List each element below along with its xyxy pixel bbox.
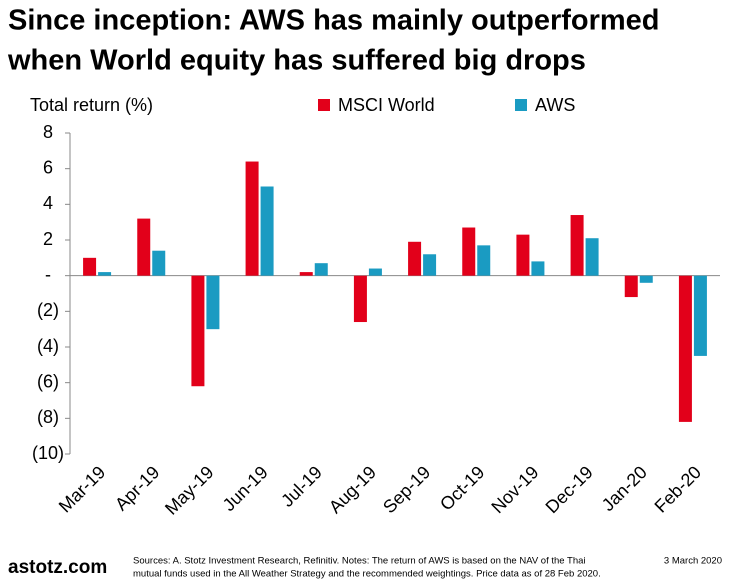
bar bbox=[639, 275, 653, 283]
x-tick-label: May-19 bbox=[161, 462, 218, 519]
y-tick-label: (10) bbox=[32, 443, 64, 463]
sources: mutual funds used in the All Weather Str… bbox=[133, 569, 601, 580]
bar bbox=[516, 234, 530, 276]
bar bbox=[585, 238, 599, 276]
bar bbox=[353, 275, 367, 323]
y-tick-label: - bbox=[45, 264, 51, 284]
bar bbox=[462, 227, 476, 276]
bar bbox=[314, 263, 328, 276]
y-tick-label: 6 bbox=[43, 157, 53, 177]
bar bbox=[570, 215, 584, 276]
y-tick-label: (8) bbox=[37, 407, 59, 427]
y-tick-label: 8 bbox=[43, 122, 53, 142]
bar bbox=[260, 186, 274, 276]
x-tick-label: Jan-20 bbox=[598, 462, 651, 515]
x-tick-label: Oct-19 bbox=[436, 462, 488, 514]
y-tick-label: (6) bbox=[37, 371, 59, 391]
x-tick-label: Sep-19 bbox=[379, 462, 434, 517]
y-tick-label: 2 bbox=[43, 229, 53, 249]
bar bbox=[299, 272, 313, 276]
chart-title: Since inception: AWS has mainly outperfo… bbox=[8, 5, 660, 37]
x-tick-label: Feb-20 bbox=[651, 462, 705, 516]
x-tick-label: Jul-19 bbox=[277, 462, 326, 511]
bar bbox=[245, 161, 259, 276]
bar bbox=[531, 261, 545, 276]
legend-label: MSCI World bbox=[338, 95, 435, 115]
x-tick-label: Aug-19 bbox=[325, 462, 380, 517]
y-axis-label: Total return (%) bbox=[30, 95, 153, 115]
y-tick-label: 4 bbox=[43, 193, 53, 213]
chart-title: when World equity has suffered big drops bbox=[7, 45, 586, 77]
bar bbox=[408, 241, 422, 276]
bar bbox=[152, 250, 166, 276]
x-tick-label: Apr-19 bbox=[111, 462, 163, 514]
bar bbox=[206, 275, 220, 330]
brand: astotz.com bbox=[8, 557, 107, 578]
bar bbox=[477, 245, 491, 276]
bar bbox=[678, 275, 692, 422]
legend-label: AWS bbox=[535, 95, 575, 115]
x-tick-label: Jun-19 bbox=[219, 462, 272, 515]
date: 3 March 2020 bbox=[664, 556, 722, 567]
x-tick-label: Nov-19 bbox=[487, 462, 542, 517]
legend-swatch bbox=[515, 99, 527, 111]
legend-swatch bbox=[318, 99, 330, 111]
y-tick-label: (2) bbox=[37, 300, 59, 320]
bar bbox=[137, 218, 151, 276]
x-tick-label: Dec-19 bbox=[542, 462, 597, 517]
bar bbox=[191, 275, 205, 387]
y-tick-label: (4) bbox=[37, 336, 59, 356]
sources: Sources: A. Stotz Investment Research, R… bbox=[133, 556, 586, 567]
bar bbox=[98, 272, 112, 276]
bar bbox=[693, 275, 707, 356]
x-tick-label: Mar-19 bbox=[55, 462, 109, 516]
bar bbox=[423, 254, 437, 276]
bar bbox=[624, 275, 638, 298]
bar bbox=[83, 257, 97, 276]
bar bbox=[368, 268, 382, 276]
